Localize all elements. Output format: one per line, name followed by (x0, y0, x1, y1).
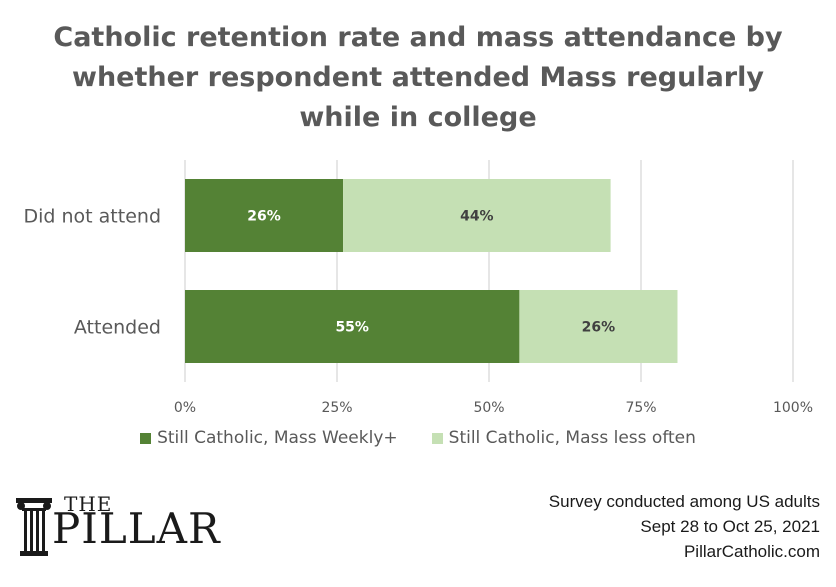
bar-segment (185, 290, 520, 363)
logo-the-text: THE (64, 492, 113, 516)
bar-segment (519, 290, 678, 363)
bar-chart: 0% 25% 50% 75% 100% 26% 44% Did not attend 55% 26… (24, 160, 813, 416)
x-tick-label: 100% (773, 400, 813, 416)
source-dates: Sept 28 to Oct 25, 2021 (640, 517, 820, 536)
logo-name-text: PILLAR (52, 504, 221, 553)
x-tick-label: 25% (321, 400, 352, 416)
x-tick-label: 75% (625, 400, 656, 416)
legend-label: Still Catholic, Mass Weekly+ (157, 428, 398, 448)
x-tick-label: 0% (174, 400, 196, 416)
source-line: Survey conducted among US adults (548, 492, 820, 511)
legend-item-weekly: Still Catholic, Mass Weekly+ (140, 428, 398, 448)
chart-title: Catholic retention rate and mass attenda… (0, 18, 836, 138)
category-label: Attended (74, 317, 161, 339)
source-note: Survey conducted among US adults Sept 28… (549, 489, 820, 564)
chart-title-line: Catholic retention rate and mass attenda… (53, 22, 783, 53)
category-label: Did not attend (24, 206, 162, 228)
bar-segment (185, 179, 344, 252)
x-tick-label: 50% (473, 400, 504, 416)
legend-swatch-weekly (140, 432, 152, 444)
column-icon (16, 498, 52, 556)
legend-item-less-often: Still Catholic, Mass less often (431, 428, 696, 448)
data-label: 26% (247, 209, 281, 225)
data-label: 55% (335, 320, 369, 336)
chart-title-line: whether respondent attended Mass regular… (72, 62, 764, 93)
bar-segment (343, 179, 611, 252)
source-website: PillarCatholic.com (683, 542, 820, 561)
legend-label: Still Catholic, Mass less often (448, 428, 696, 448)
pillar-logo: THE PILLAR (14, 492, 244, 562)
chart-title-line: while in college (299, 102, 537, 133)
data-label: 26% (582, 320, 616, 336)
legend-swatch-less-often (431, 432, 443, 444)
legend: Still Catholic, Mass Weekly+ Still Catho… (0, 428, 836, 448)
data-label: 44% (460, 209, 494, 225)
